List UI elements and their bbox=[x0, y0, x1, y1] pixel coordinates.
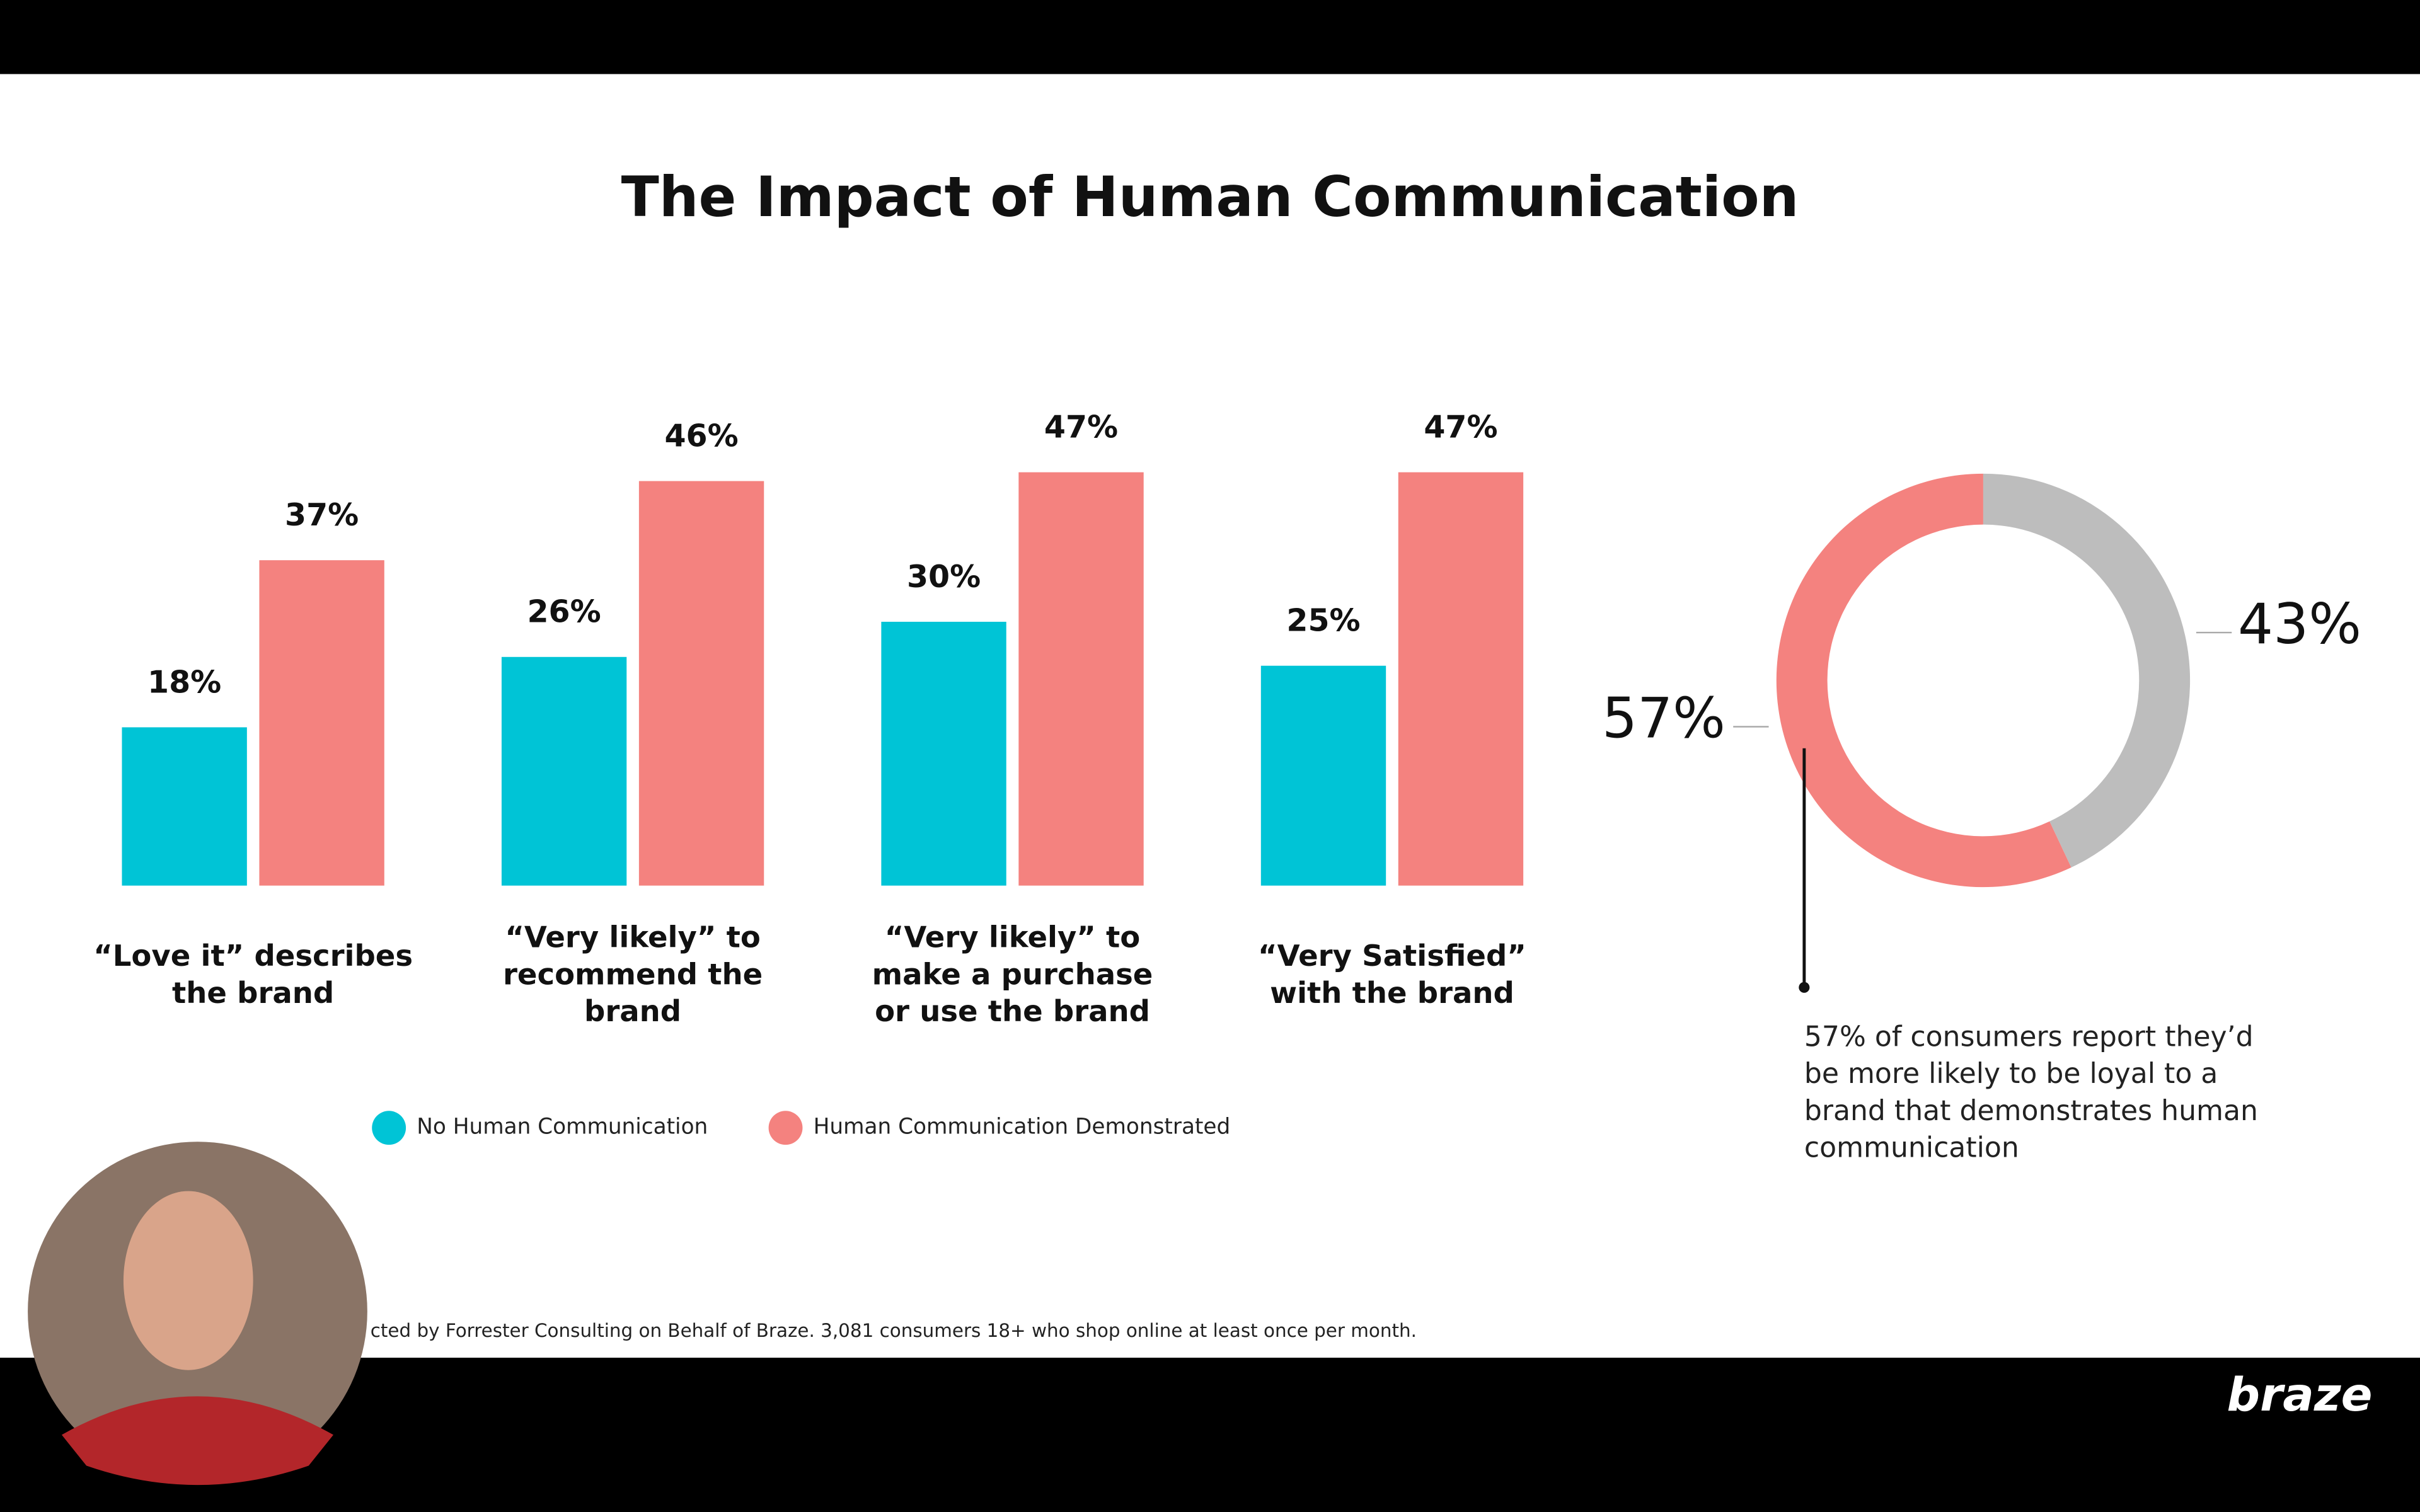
bar bbox=[1260, 665, 1386, 886]
legend-swatch bbox=[372, 1111, 406, 1145]
slice-label: 57% bbox=[1602, 686, 1726, 751]
bar bbox=[638, 481, 764, 886]
value-label: 25% bbox=[1286, 603, 1360, 639]
category-label-box: “Very likely” to recommend the brand bbox=[502, 921, 763, 1029]
value-label: 37% bbox=[285, 497, 359, 533]
annotation: 57% of consumers report they’d be more l… bbox=[1804, 1021, 2258, 1165]
bar bbox=[881, 621, 1006, 886]
category-label: “Very likely” to recommend the brand bbox=[502, 921, 763, 1029]
category-label: “Very likely” to make a purchase or use … bbox=[872, 921, 1153, 1029]
category-label-box: “Love it” describes the brand bbox=[93, 939, 413, 1011]
bar bbox=[1398, 472, 1524, 886]
value-label: 46% bbox=[664, 418, 738, 454]
value-label: 47% bbox=[1044, 410, 1118, 445]
value-label: 30% bbox=[907, 559, 981, 595]
legend-label: Human Communication Demonstrated bbox=[814, 1114, 1231, 1140]
footnote: cted by Forrester Consulting on Behalf o… bbox=[371, 1320, 1417, 1341]
slice-label: 43% bbox=[2238, 592, 2361, 656]
category-label-box: “Very Satisfied” with the brand bbox=[1258, 939, 1526, 1011]
slide-title: The Impact of Human Communication bbox=[621, 164, 1799, 229]
annotation-box: 57% of consumers report they’d be more l… bbox=[1804, 1021, 2258, 1165]
legend-swatch bbox=[768, 1111, 803, 1145]
webcam bbox=[28, 1142, 367, 1486]
category-label: “Love it” describes the brand bbox=[93, 939, 413, 1011]
legend-label: No Human Communication bbox=[417, 1114, 708, 1140]
value-label: 26% bbox=[527, 594, 601, 630]
webcam-face bbox=[123, 1191, 253, 1370]
bar bbox=[1018, 472, 1144, 886]
bar bbox=[259, 560, 384, 886]
value-label: 47% bbox=[1424, 410, 1497, 445]
value-label: 18% bbox=[147, 664, 221, 700]
callout-dot bbox=[1799, 982, 1810, 993]
category-label: “Very Satisfied” with the brand bbox=[1258, 939, 1526, 1011]
slide bbox=[0, 74, 2420, 1358]
donut-slice bbox=[1776, 473, 2071, 888]
bar bbox=[122, 727, 247, 886]
category-label-box: “Very likely” to make a purchase or use … bbox=[872, 921, 1153, 1029]
webcam-shirt bbox=[61, 1396, 333, 1486]
bar bbox=[501, 656, 627, 886]
donut-slice bbox=[1983, 473, 2191, 868]
logo: braze bbox=[2227, 1368, 2373, 1422]
